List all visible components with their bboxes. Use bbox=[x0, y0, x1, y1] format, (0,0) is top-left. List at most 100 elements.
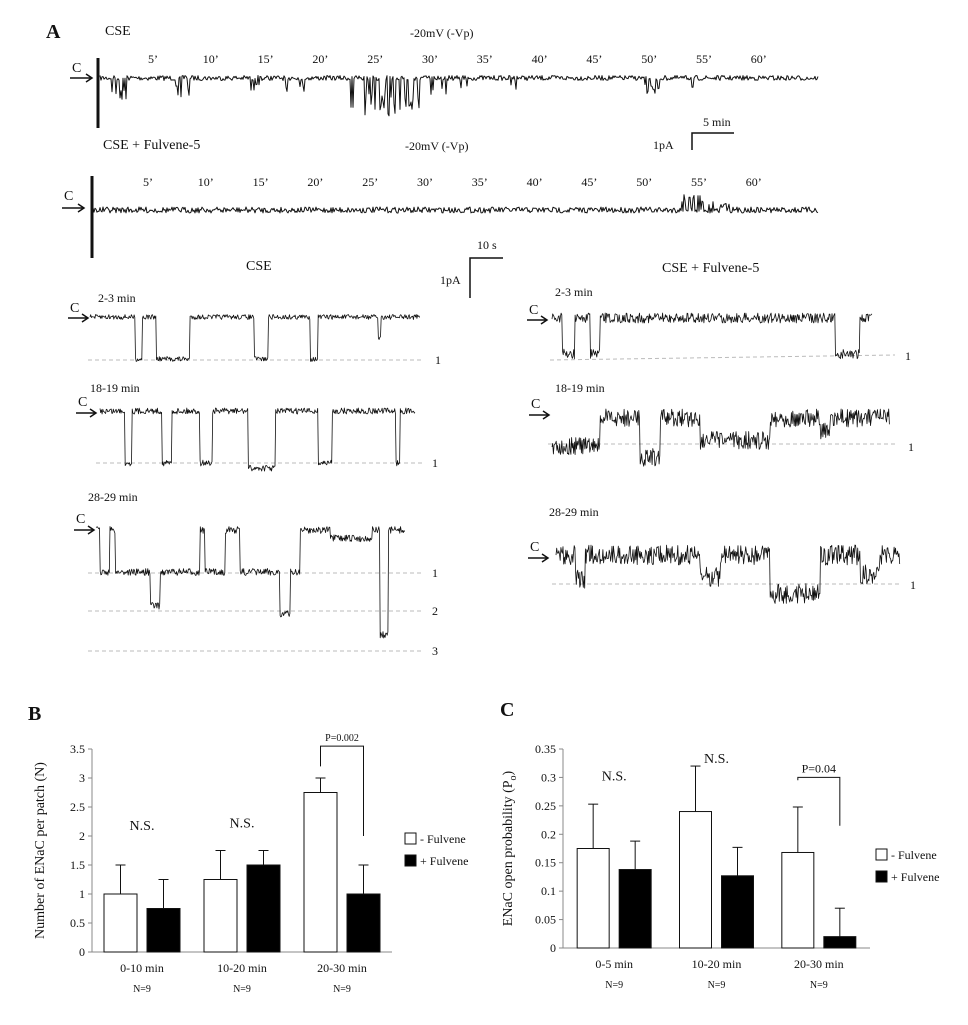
bar bbox=[721, 875, 754, 949]
expanded-segment: 28-29 min C 1 bbox=[528, 505, 916, 604]
minute-mark: 50’ bbox=[641, 52, 657, 66]
x-tick-label: 10-20 min bbox=[692, 957, 742, 971]
closed-arrow bbox=[528, 553, 550, 563]
bar bbox=[576, 848, 610, 949]
closed-arrow bbox=[529, 410, 551, 420]
n-label: N=9 bbox=[233, 984, 251, 995]
current-trace bbox=[95, 526, 406, 639]
bar bbox=[618, 869, 652, 949]
closed-label: C bbox=[78, 395, 87, 410]
scale-time-label: 5 min bbox=[703, 115, 731, 129]
level-label: 1 bbox=[432, 456, 438, 470]
current-trace bbox=[551, 408, 890, 467]
closed-label: C bbox=[72, 61, 81, 76]
closed-arrow bbox=[74, 525, 96, 535]
current-trace bbox=[99, 407, 416, 472]
bar bbox=[346, 893, 381, 953]
legend-label: - Fulvene bbox=[891, 848, 937, 862]
legend-swatch bbox=[404, 854, 417, 867]
closed-label: C bbox=[76, 512, 85, 527]
minute-marks: 5’ 10’ 15’ 20’ 25’ 30’ 35’ 40’ 45’ 50’ 55’ 60’ bbox=[148, 52, 767, 66]
expanded-segment: 18-19 min C 1 bbox=[76, 381, 438, 472]
segment-time: 18-19 min bbox=[90, 381, 140, 395]
y-axis-label: Number of ENaC per patch (N) bbox=[33, 762, 48, 939]
y-tick-label: 2.5 bbox=[70, 800, 85, 814]
y-tick-label: 0.35 bbox=[535, 742, 556, 756]
scale-bar bbox=[469, 257, 503, 298]
scale-time-label: 10 s bbox=[477, 238, 497, 252]
x-tick-label: 0-5 min bbox=[595, 957, 633, 971]
x-tick-label: 20-30 min bbox=[317, 961, 367, 975]
minute-marks: 5’ 10’ 15’ 20’ 25’ 30’ 35’ 40’ 45’ 50’ 55’ 60’ bbox=[143, 175, 762, 189]
y-tick-label: 1 bbox=[79, 887, 85, 901]
y-tick-label: 0.2 bbox=[541, 827, 556, 841]
minute-mark: 30’ bbox=[417, 175, 433, 189]
minute-mark: 20’ bbox=[312, 52, 328, 66]
x-tick-label: 0-10 min bbox=[120, 961, 164, 975]
y-tick-label: 0.5 bbox=[70, 916, 85, 930]
closed-arrow bbox=[76, 408, 98, 418]
minute-mark: 35’ bbox=[477, 52, 493, 66]
minute-mark: 25’ bbox=[367, 52, 383, 66]
level-label: 2 bbox=[432, 604, 438, 618]
minute-mark: 5’ bbox=[143, 175, 153, 189]
segment-time: 2-3 min bbox=[98, 291, 136, 305]
scale-current-label: 1pA bbox=[440, 273, 461, 287]
closed-arrow bbox=[70, 73, 94, 83]
level-line bbox=[549, 354, 896, 361]
long-trace-cse-fulvene: CSE + Fulvene-5 -20mV (-Vp) C 5’ 10’ 15’ 20… bbox=[62, 138, 819, 214]
closed-label: C bbox=[70, 301, 79, 316]
panel-c-label: C bbox=[500, 699, 514, 721]
y-tick-label: 3 bbox=[79, 771, 85, 785]
minute-mark: 60’ bbox=[751, 52, 767, 66]
y-tick-label: 1.5 bbox=[70, 858, 85, 872]
current-trace bbox=[555, 544, 901, 604]
current-trace bbox=[551, 312, 873, 360]
bar bbox=[103, 893, 138, 953]
minute-mark: 35’ bbox=[472, 175, 488, 189]
significance-label: P=0.002 bbox=[325, 733, 359, 744]
legend-label: + Fulvene bbox=[891, 870, 939, 884]
y-tick-label: 0.3 bbox=[541, 770, 556, 784]
minute-mark: 40’ bbox=[527, 175, 543, 189]
segment-time: 28-29 min bbox=[549, 505, 599, 519]
closed-label: C bbox=[64, 189, 73, 204]
bar-chart-b: 0 0.5 1 1.5 2 2.5 3 3.5 Number of ENaC per patch… bbox=[33, 733, 468, 995]
minute-mark: 55’ bbox=[696, 52, 712, 66]
bar bbox=[679, 811, 712, 949]
voltage-label: -20mV (-Vp) bbox=[410, 26, 473, 40]
minute-mark: 5’ bbox=[148, 52, 158, 66]
minute-mark: 20’ bbox=[307, 175, 323, 189]
significance-label: N.S. bbox=[704, 752, 729, 767]
scale-bar bbox=[691, 132, 734, 150]
segment-time: 18-19 min bbox=[555, 381, 605, 395]
legend-swatch bbox=[875, 870, 888, 883]
bar bbox=[146, 908, 181, 953]
legend-label: - Fulvene bbox=[420, 832, 466, 846]
x-tick-label: 10-20 min bbox=[217, 961, 267, 975]
minute-mark: 55’ bbox=[691, 175, 707, 189]
bar-chart-c: 0 0.05 0.1 0.15 0.2 0.25 0.3 0.35 ENaC open prob… bbox=[501, 742, 939, 991]
bar bbox=[303, 792, 338, 953]
minute-mark: 10’ bbox=[203, 52, 219, 66]
minute-mark: 45’ bbox=[586, 52, 602, 66]
current-trace bbox=[89, 314, 421, 362]
expanded-segment: 2-3 min C 1 bbox=[68, 291, 441, 367]
condition-label: CSE + Fulvene-5 bbox=[103, 138, 200, 153]
y-tick-label: 3.5 bbox=[70, 742, 85, 756]
level-label: 1 bbox=[432, 566, 438, 580]
closed-arrow bbox=[62, 203, 86, 213]
n-label: N=9 bbox=[810, 980, 828, 991]
minute-mark: 50’ bbox=[636, 175, 652, 189]
y-axis-label: ENaC open probability (Po) bbox=[501, 770, 519, 926]
scale-bar-short: 10 s 1pA bbox=[440, 238, 503, 298]
y-tick-label: 0 bbox=[79, 945, 85, 959]
segment-time: 28-29 min bbox=[88, 490, 138, 504]
scale-bar-long: 5 min 1pA bbox=[653, 115, 734, 152]
significance-label: N.S. bbox=[602, 769, 627, 784]
y-tick-label: 0.05 bbox=[535, 913, 556, 927]
minute-mark: 60’ bbox=[746, 175, 762, 189]
closed-label: C bbox=[530, 540, 539, 555]
condition-label: CSE bbox=[105, 24, 131, 39]
